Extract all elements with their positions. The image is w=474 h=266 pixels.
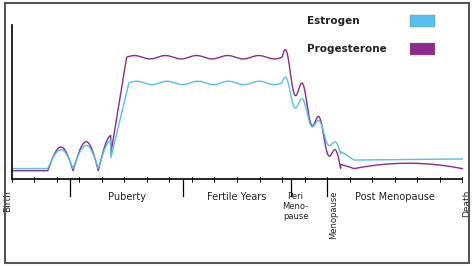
Bar [410, 43, 435, 55]
Text: Birth: Birth [3, 190, 12, 212]
Text: Puberty: Puberty [108, 192, 146, 202]
Text: Peri
Meno-
pause: Peri Meno- pause [283, 192, 309, 221]
Text: Death: Death [462, 190, 471, 217]
Text: Progesterone: Progesterone [307, 44, 387, 54]
Text: Post Menopause: Post Menopause [355, 192, 435, 202]
Text: Menopause: Menopause [329, 190, 338, 239]
Text: Estrogen: Estrogen [307, 16, 359, 26]
Bar [410, 15, 435, 27]
Text: Fertile Years: Fertile Years [207, 192, 267, 202]
